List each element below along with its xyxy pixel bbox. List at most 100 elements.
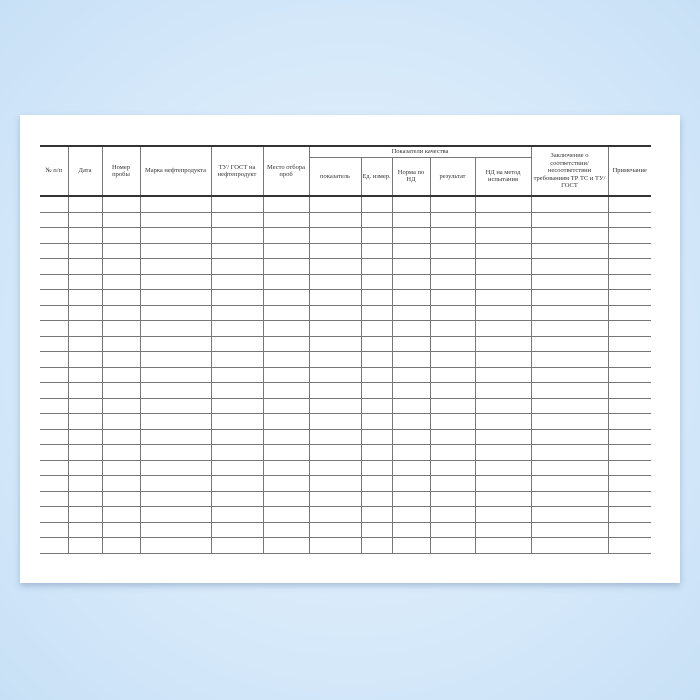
table-cell[interactable]: [210, 521, 264, 538]
table-cell[interactable]: [607, 506, 651, 523]
table-cell[interactable]: [210, 320, 264, 337]
table-cell[interactable]: [139, 242, 212, 259]
table-cell[interactable]: [40, 227, 69, 244]
table-cell[interactable]: [67, 304, 103, 321]
table-cell[interactable]: [474, 273, 532, 290]
table-cell[interactable]: [391, 227, 431, 244]
table-cell[interactable]: [139, 320, 212, 337]
table-cell[interactable]: [474, 335, 532, 352]
table-cell[interactable]: [530, 320, 609, 337]
table-cell[interactable]: [262, 273, 310, 290]
table-cell[interactable]: [607, 242, 651, 259]
table-cell[interactable]: [101, 366, 141, 383]
table-cell[interactable]: [210, 475, 264, 492]
table-cell[interactable]: [101, 413, 141, 430]
table-cell[interactable]: [360, 397, 393, 414]
table-cell[interactable]: [40, 490, 69, 507]
table-cell[interactable]: [139, 366, 212, 383]
table-cell[interactable]: [308, 320, 362, 337]
table-cell[interactable]: [308, 195, 362, 213]
table-cell[interactable]: [40, 475, 69, 492]
table-cell[interactable]: [262, 521, 310, 538]
table-cell[interactable]: [139, 289, 212, 306]
table-cell[interactable]: [308, 304, 362, 321]
table-cell[interactable]: [607, 195, 651, 213]
table-cell[interactable]: [139, 428, 212, 445]
table-cell[interactable]: [40, 211, 69, 228]
table-cell[interactable]: [530, 304, 609, 321]
table-cell[interactable]: [474, 428, 532, 445]
table-cell[interactable]: [210, 304, 264, 321]
table-cell[interactable]: [40, 304, 69, 321]
table-cell[interactable]: [139, 335, 212, 352]
table-cell[interactable]: [391, 537, 431, 554]
table-cell[interactable]: [210, 490, 264, 507]
table-cell[interactable]: [530, 521, 609, 538]
table-cell[interactable]: [391, 475, 431, 492]
table-cell[interactable]: [530, 242, 609, 259]
table-cell[interactable]: [530, 289, 609, 306]
table-cell[interactable]: [474, 351, 532, 368]
table-cell[interactable]: [40, 273, 69, 290]
table-cell[interactable]: [474, 289, 532, 306]
table-cell[interactable]: [360, 351, 393, 368]
table-cell[interactable]: [360, 304, 393, 321]
table-cell[interactable]: [607, 320, 651, 337]
table-cell[interactable]: [139, 413, 212, 430]
table-cell[interactable]: [391, 459, 431, 476]
table-cell[interactable]: [530, 258, 609, 275]
table-cell[interactable]: [391, 428, 431, 445]
table-cell[interactable]: [210, 366, 264, 383]
table-cell[interactable]: [101, 289, 141, 306]
table-cell[interactable]: [67, 335, 103, 352]
table-cell[interactable]: [530, 382, 609, 399]
table-cell[interactable]: [530, 413, 609, 430]
table-cell[interactable]: [607, 397, 651, 414]
table-cell[interactable]: [530, 459, 609, 476]
table-cell[interactable]: [360, 211, 393, 228]
table-cell[interactable]: [308, 397, 362, 414]
table-cell[interactable]: [67, 366, 103, 383]
table-cell[interactable]: [474, 506, 532, 523]
table-cell[interactable]: [429, 304, 476, 321]
table-cell[interactable]: [429, 444, 476, 461]
table-cell[interactable]: [101, 195, 141, 213]
table-cell[interactable]: [360, 258, 393, 275]
table-cell[interactable]: [607, 227, 651, 244]
table-cell[interactable]: [101, 273, 141, 290]
table-cell[interactable]: [474, 475, 532, 492]
table-cell[interactable]: [40, 521, 69, 538]
table-cell[interactable]: [139, 382, 212, 399]
table-cell[interactable]: [429, 227, 476, 244]
table-cell[interactable]: [40, 428, 69, 445]
table-cell[interactable]: [101, 475, 141, 492]
table-cell[interactable]: [391, 335, 431, 352]
table-cell[interactable]: [210, 459, 264, 476]
table-cell[interactable]: [308, 227, 362, 244]
table-cell[interactable]: [474, 444, 532, 461]
table-cell[interactable]: [67, 428, 103, 445]
table-cell[interactable]: [262, 351, 310, 368]
table-cell[interactable]: [391, 258, 431, 275]
table-cell[interactable]: [474, 242, 532, 259]
table-cell[interactable]: [360, 227, 393, 244]
table-cell[interactable]: [101, 490, 141, 507]
table-cell[interactable]: [360, 444, 393, 461]
table-cell[interactable]: [360, 366, 393, 383]
table-cell[interactable]: [429, 273, 476, 290]
table-cell[interactable]: [429, 490, 476, 507]
table-cell[interactable]: [67, 242, 103, 259]
table-cell[interactable]: [429, 258, 476, 275]
table-cell[interactable]: [308, 428, 362, 445]
table-cell[interactable]: [429, 335, 476, 352]
table-cell[interactable]: [139, 304, 212, 321]
table-cell[interactable]: [139, 444, 212, 461]
table-cell[interactable]: [530, 351, 609, 368]
table-cell[interactable]: [474, 521, 532, 538]
table-cell[interactable]: [391, 413, 431, 430]
table-cell[interactable]: [139, 490, 212, 507]
table-cell[interactable]: [391, 289, 431, 306]
table-cell[interactable]: [40, 506, 69, 523]
table-cell[interactable]: [360, 273, 393, 290]
table-cell[interactable]: [607, 258, 651, 275]
